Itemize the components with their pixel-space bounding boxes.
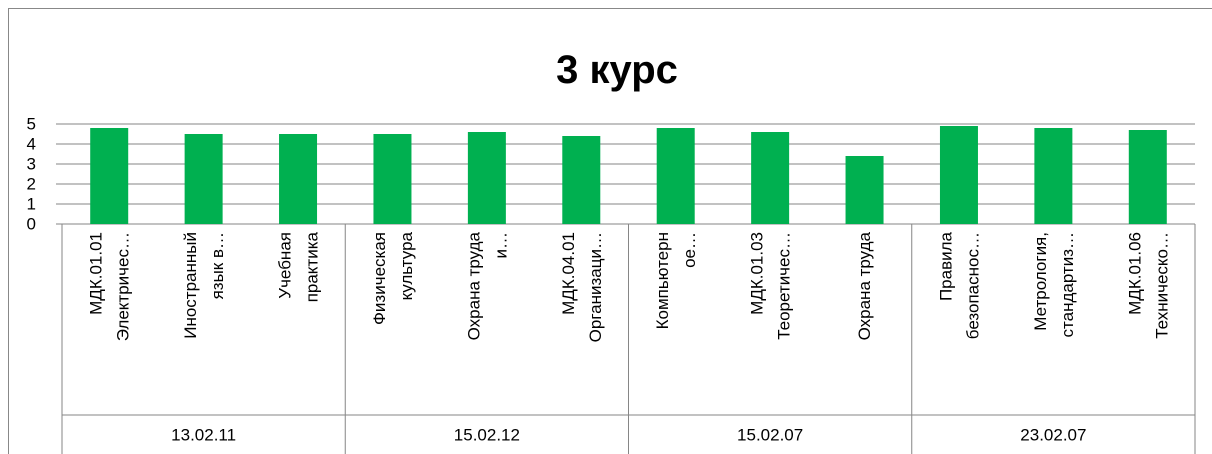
x-tick-label: и… xyxy=(491,232,510,259)
x-tick-label: стандартиз… xyxy=(1058,232,1077,337)
bar xyxy=(279,134,318,224)
x-tick-label: Учебная xyxy=(276,232,295,299)
y-tick-label: 1 xyxy=(27,195,36,214)
group-label: 13.02.11 xyxy=(171,426,236,445)
x-tick-label: МДК.01.01 xyxy=(87,232,106,315)
x-tick-label: Охрана труда xyxy=(464,231,483,340)
bar xyxy=(751,132,790,224)
x-tick-label: МДК.04.01 xyxy=(559,232,578,315)
bar xyxy=(656,128,695,224)
chart-title: 3 курс xyxy=(556,48,678,92)
x-tick-label: безопаснос… xyxy=(963,232,982,339)
bar xyxy=(184,134,223,224)
x-tick-label: Техническо… xyxy=(1152,232,1171,339)
x-tick-label: МДК.01.03 xyxy=(748,232,767,315)
group-label: 23.02.07 xyxy=(1020,426,1086,445)
y-tick-label: 3 xyxy=(27,155,36,174)
x-tick-label: Охрана труда xyxy=(855,231,874,340)
group-label: 15.02.07 xyxy=(737,426,803,445)
bar xyxy=(562,136,601,224)
y-tick-label: 5 xyxy=(27,115,36,134)
x-tick-label: Правила xyxy=(936,231,955,301)
x-tick-label: язык в… xyxy=(208,232,227,299)
chart-frame xyxy=(8,8,1212,454)
x-tick-label: Компьютерн xyxy=(653,232,672,329)
x-tick-label: практика xyxy=(303,231,322,302)
group-label: 15.02.12 xyxy=(454,426,520,445)
bar xyxy=(939,126,978,224)
bar xyxy=(1034,128,1073,224)
x-tick-label: Физическая xyxy=(370,232,389,325)
x-tick-label: Иностранный xyxy=(181,232,200,339)
bar xyxy=(90,128,129,224)
x-tick-label: культура xyxy=(397,231,416,300)
bar xyxy=(373,134,412,224)
x-tick-label: Организаци… xyxy=(586,232,605,342)
x-tick-label: МДК.01.06 xyxy=(1125,232,1144,315)
x-tick-label: Электричес… xyxy=(114,232,133,341)
x-tick-label: Теоретичес… xyxy=(775,232,794,340)
y-tick-label: 0 xyxy=(27,215,36,234)
y-tick-label: 4 xyxy=(27,135,36,154)
x-tick-label: ое… xyxy=(680,232,699,268)
x-tick-label: Метрология, xyxy=(1031,232,1050,331)
bar xyxy=(467,132,506,224)
bar xyxy=(845,156,884,224)
bar xyxy=(1128,130,1167,224)
y-tick-label: 2 xyxy=(27,175,36,194)
